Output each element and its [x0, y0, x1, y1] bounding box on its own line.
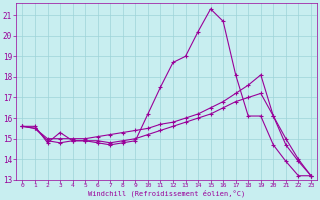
X-axis label: Windchill (Refroidissement éolien,°C): Windchill (Refroidissement éolien,°C) — [88, 190, 245, 197]
